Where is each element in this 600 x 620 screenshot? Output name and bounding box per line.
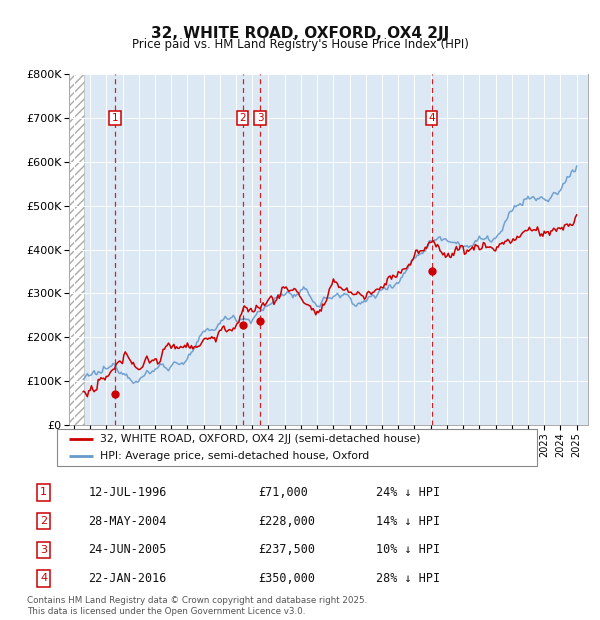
Text: £237,500: £237,500	[259, 543, 316, 556]
Bar	[69, 74, 83, 425]
Text: £71,000: £71,000	[259, 486, 308, 499]
Text: 22-JAN-2016: 22-JAN-2016	[88, 572, 167, 585]
Text: 14% ↓ HPI: 14% ↓ HPI	[376, 515, 440, 528]
Text: 3: 3	[257, 113, 263, 123]
Text: £350,000: £350,000	[259, 572, 316, 585]
Text: 4: 4	[428, 113, 435, 123]
Text: Price paid vs. HM Land Registry's House Price Index (HPI): Price paid vs. HM Land Registry's House …	[131, 38, 469, 51]
Text: 24-JUN-2005: 24-JUN-2005	[88, 543, 167, 556]
Text: This data is licensed under the Open Government Licence v3.0.: This data is licensed under the Open Gov…	[27, 607, 305, 616]
Text: 12-JUL-1996: 12-JUL-1996	[88, 486, 167, 499]
Text: 1: 1	[112, 113, 118, 123]
Text: 24% ↓ HPI: 24% ↓ HPI	[376, 486, 440, 499]
Text: 3: 3	[40, 545, 47, 555]
Text: 4: 4	[40, 574, 47, 583]
Text: HPI: Average price, semi-detached house, Oxford: HPI: Average price, semi-detached house,…	[100, 451, 370, 461]
Text: 32, WHITE ROAD, OXFORD, OX4 2JJ (semi-detached house): 32, WHITE ROAD, OXFORD, OX4 2JJ (semi-de…	[100, 434, 421, 444]
Text: 1: 1	[40, 487, 47, 497]
Text: 28-MAY-2004: 28-MAY-2004	[88, 515, 167, 528]
Text: 2: 2	[239, 113, 246, 123]
Text: Contains HM Land Registry data © Crown copyright and database right 2025.: Contains HM Land Registry data © Crown c…	[27, 596, 367, 605]
FancyBboxPatch shape	[57, 429, 537, 466]
Text: 28% ↓ HPI: 28% ↓ HPI	[376, 572, 440, 585]
Text: £228,000: £228,000	[259, 515, 316, 528]
Text: 2: 2	[40, 516, 47, 526]
Text: 32, WHITE ROAD, OXFORD, OX4 2JJ: 32, WHITE ROAD, OXFORD, OX4 2JJ	[151, 26, 449, 41]
Text: 10% ↓ HPI: 10% ↓ HPI	[376, 543, 440, 556]
